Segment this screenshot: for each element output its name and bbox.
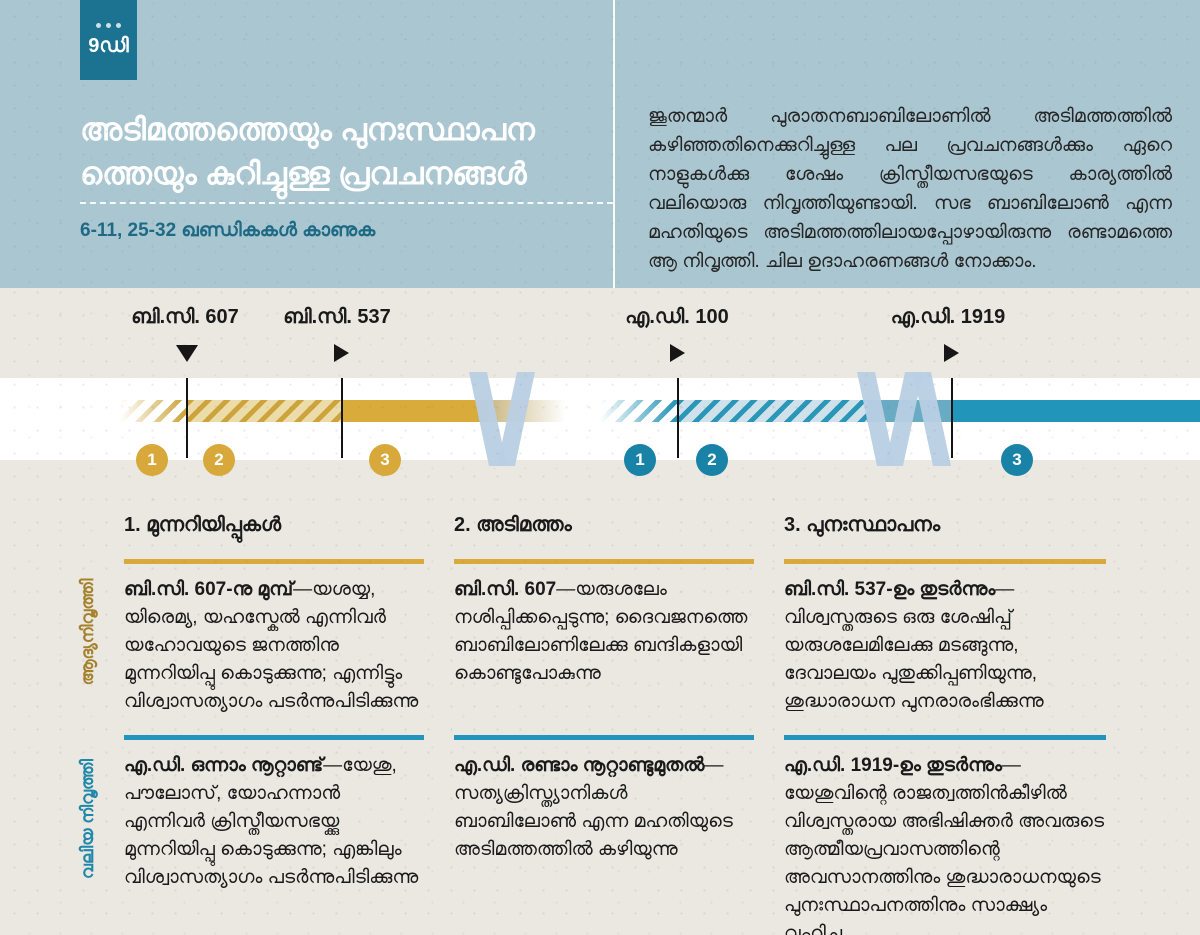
cell-body: —യേശു, പൗലോസ്, യോഹന്നാൻ എന്നിവർ ക്രിസ്തീ…: [124, 755, 419, 888]
page-title-line-1: അടിമത്തത്തെയും പുനഃസ്ഥാപന: [80, 112, 535, 147]
cell-body: —സത്യക്രിസ്ത്യാനികൾ ബാബിലോൺ എന്ന മഹതിയുട…: [454, 755, 733, 860]
cell-warnings-first: ബി.സി. 607-നു മുമ്പ്—യശയ്യ, യിരെമ്യ, യഹസ…: [124, 576, 424, 716]
cell-lead: ബി.സി. 607: [454, 579, 557, 600]
timeline-point-3-gold: 3: [369, 444, 401, 476]
cell-lead: ബി.സി. 537-ഉം തുടർന്നും: [784, 579, 996, 600]
timeline-tick-ad1919: [951, 378, 953, 458]
timeline-tick-bc537: [341, 378, 343, 458]
timeline-tick-bc607: [186, 378, 188, 458]
chart-number-label: 9ഡി: [88, 34, 129, 57]
timeline-date-bc607: ബി.സി. 607: [131, 306, 239, 328]
timeline-point-2-gold: 2: [203, 444, 235, 476]
cell-captivity-first: ബി.സി. 607—യരുശലേം നശിപ്പിക്കപ്പെടുന്നു;…: [454, 576, 754, 688]
cell-lead: എ.ഡി. ഒന്നാം നൂറ്റാണ്ട്: [124, 755, 324, 776]
gold-rule: [454, 559, 754, 564]
cell-captivity-larger: എ.ഡി. രണ്ടാം നൂറ്റാണ്ടുമുതൽ—സത്യക്രിസ്ത്…: [454, 752, 754, 864]
gold-rule: [124, 559, 424, 564]
segment-restoration-teal-solid: [951, 400, 1200, 422]
column-header-warnings: 1. മുന്നറിയിപ്പുകൾ: [124, 514, 282, 536]
chart-number-badge: 9ഡി: [80, 0, 137, 80]
intro-paragraph: ജൂതന്മാർ പുരാതനബാബിലോണിൽ അടിമത്തത്തിൽ കഴ…: [648, 106, 1172, 272]
cell-restoration-larger: എ.ഡി. 1919-ഉം തുടർന്നും—യേശുവിന്റെ രാജത്…: [784, 752, 1106, 935]
marker-arrow-right-icon: [944, 344, 959, 362]
cell-warnings-larger: എ.ഡി. ഒന്നാം നൂറ്റാണ്ട്—യേശു, പൗലോസ്, യോ…: [124, 752, 424, 892]
cell-body: —യശയ്യ, യിരെമ്യ, യഹസ്കേൽ എന്നിവർ യഹോവയുട…: [124, 579, 419, 712]
cell-body: —യേശുവിന്റെ രാജത്വത്തിൻകീഴിൽ വിശ്വസ്തരായ…: [784, 755, 1105, 935]
teal-rule: [454, 735, 754, 740]
segment-restoration-gold-solid: [342, 400, 478, 422]
cell-lead: ബി.സി. 607-നു മുമ്പ്: [124, 579, 294, 600]
column-header-restoration: 3. പുനഃസ്ഥാപനം: [784, 514, 941, 536]
timeline-point-3-teal: 3: [1001, 444, 1033, 476]
page-title: അടിമത്തത്തെയും പുനഃസ്ഥാപന ത്തെയും കുറിച്…: [80, 108, 625, 196]
cell-lead: എ.ഡി. 1919-ഉം തുടർന്നും: [784, 755, 1002, 776]
segment-warnings-teal-fadein: [600, 400, 677, 422]
segment-captivity-teal-hatch: [677, 400, 867, 422]
timeline-point-1-gold: 1: [136, 444, 168, 476]
dashed-divider: [80, 202, 613, 204]
cell-restoration-first: ബി.സി. 537-ഉം തുടർന്നും—വിശ്വസ്തരുടെ ഒരു…: [784, 576, 1106, 716]
column-header-captivity: 2. അടിമത്തം: [454, 514, 572, 536]
cell-body: —യരുശലേം നശിപ്പിക്കപ്പെടുന്നു; ദൈവജനത്തെ…: [454, 579, 748, 684]
ellipsis-icon: [96, 22, 121, 28]
timeline-date-bc537: ബി.സി. 537: [283, 306, 391, 328]
timeline-point-1-teal: 1: [624, 444, 656, 476]
marker-arrow-right-icon: [334, 344, 349, 362]
vertical-divider: [613, 0, 615, 288]
row-label-larger-fulfillment: വലിയ നിവൃത്തി: [78, 759, 97, 879]
marker-arrow-right-icon: [670, 344, 685, 362]
teal-rule: [124, 735, 424, 740]
page-title-line-2: ത്തെയും കുറിച്ചുള്ള പ്രവചനങ്ങൾ: [80, 156, 527, 191]
segment-warnings-gold-fadein: [120, 400, 187, 422]
header-band: 9ഡി അടിമത്തത്തെയും പുനഃസ്ഥാപന ത്തെയും കു…: [0, 0, 1200, 288]
teal-rule: [784, 735, 1106, 740]
gold-rule: [784, 559, 1106, 564]
marker-arrow-down-icon: [176, 345, 198, 362]
segment-captivity-gold-hatch: [187, 400, 342, 422]
cell-lead: എ.ഡി. രണ്ടാം നൂറ്റാണ്ടുമുതൽ: [454, 755, 705, 776]
timeline-tick-ad100: [677, 378, 679, 458]
timeline-date-ad1919: എ.ഡി. 1919: [890, 306, 1006, 328]
timeline-date-ad100: എ.ഡി. 100: [625, 306, 729, 328]
cell-body: —വിശ്വസ്തരുടെ ഒരു ശേഷിപ്പ് യരുശലേമിലേക്ക…: [784, 579, 1044, 712]
paragraph-reference: 6-11, 25-32 ഖണ്ഡികകൾ കാണുക: [80, 220, 376, 241]
timeline-point-2-teal: 2: [696, 444, 728, 476]
